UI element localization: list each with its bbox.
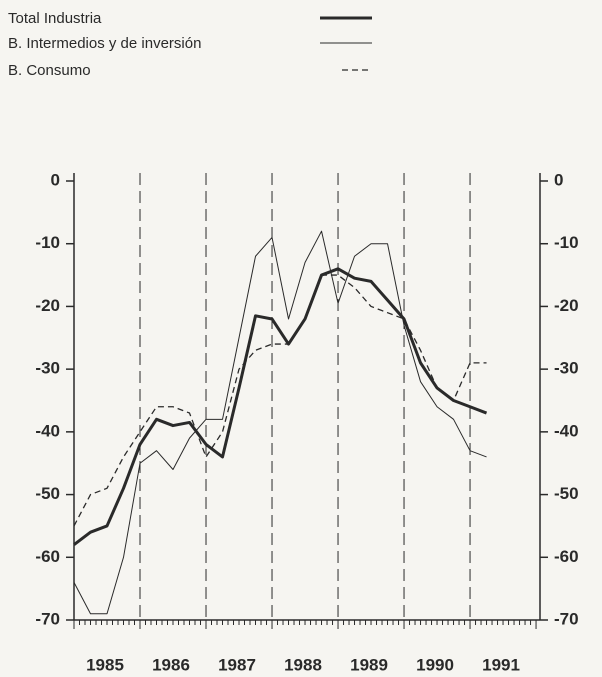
y-tick-label: -30 xyxy=(35,359,60,378)
series-line xyxy=(73,274,487,527)
y2-tick-label: -60 xyxy=(554,547,579,566)
x-tick-label: 1991 xyxy=(482,655,520,674)
series-line xyxy=(73,230,487,615)
y2-tick-label: -70 xyxy=(554,609,579,628)
y-tick-label: 0 xyxy=(51,170,60,189)
legend-label: B. Intermedios y de inversión xyxy=(8,35,201,52)
y2-tick-label: -20 xyxy=(554,296,579,315)
y-tick-label: -60 xyxy=(35,547,60,566)
y2-tick-label: -40 xyxy=(554,421,579,440)
y2-tick-label: -30 xyxy=(554,359,579,378)
y-tick-label: -70 xyxy=(35,609,60,628)
x-tick-label: 1986 xyxy=(152,655,190,674)
y2-tick-label: -10 xyxy=(554,233,579,252)
y-tick-label: -20 xyxy=(35,296,60,315)
y-tick-label: -40 xyxy=(35,421,60,440)
y-tick-label: -50 xyxy=(35,484,60,503)
y2-tick-label: -50 xyxy=(554,484,579,503)
y2-tick-label: 0 xyxy=(554,170,563,189)
x-tick-label: 1989 xyxy=(350,655,388,674)
x-tick-label: 1988 xyxy=(284,655,322,674)
x-tick-label: 1985 xyxy=(86,655,124,674)
x-tick-label: 1987 xyxy=(218,655,256,674)
y-tick-label: -10 xyxy=(35,233,60,252)
legend-label: Total Industria xyxy=(8,10,102,27)
legend-label: B. Consumo xyxy=(8,62,91,79)
series-line xyxy=(73,267,488,546)
x-tick-label: 1990 xyxy=(416,655,454,674)
